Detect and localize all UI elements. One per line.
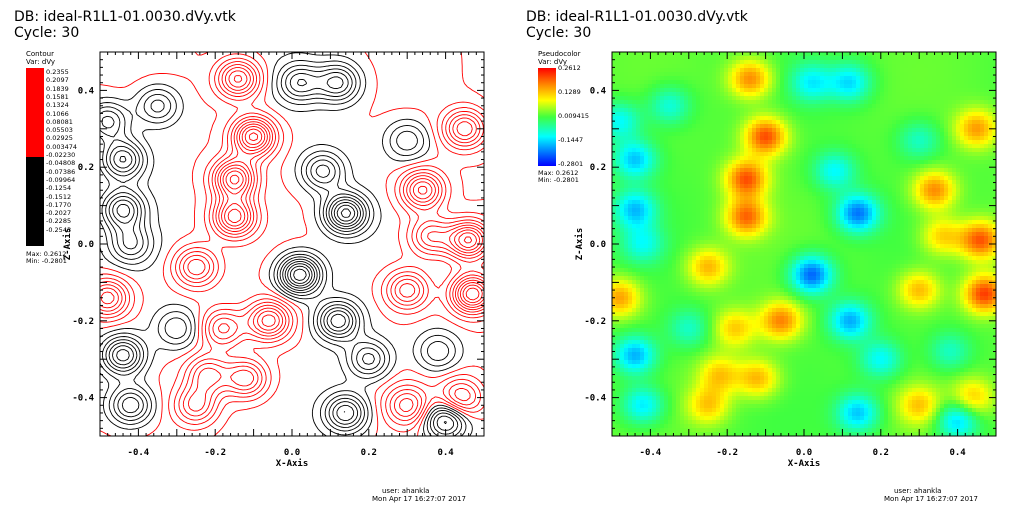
legend-tick-label: 0.05503	[46, 126, 73, 135]
y-tick-label: 0.2	[78, 163, 94, 173]
x-tick-label: 0.4	[437, 448, 454, 458]
y-tick-label: -0.4	[72, 394, 94, 404]
x-tick-label: -0.4	[128, 448, 150, 458]
contour-level	[99, 64, 485, 417]
x-axis-label: X-Axis	[788, 458, 821, 469]
contour-level	[99, 64, 463, 437]
legend-tick-label: 0.009415	[558, 112, 590, 120]
y-tick-label: 0.4	[78, 86, 95, 96]
date-label: Mon Apr 17 16:27:07 2017	[372, 495, 466, 503]
y-axis-label: Z-Axis	[574, 228, 585, 261]
date-label: Mon Apr 17 16:27:07 2017	[884, 495, 978, 503]
x-tick-label: 0.2	[873, 448, 889, 458]
legend-title: Contour	[26, 50, 54, 58]
y-tick-label: -0.2	[72, 317, 94, 327]
legend-tick-label: -0.2801	[558, 160, 584, 168]
x-tick-label: 0.0	[284, 448, 300, 458]
y-tick-label: 0.2	[590, 163, 606, 173]
y-tick-label: 0.0	[590, 240, 606, 250]
contour-level	[99, 51, 485, 437]
contour-panel: DB: ideal-R1L1-01.0030.dVy.vtk Cycle: 30…	[14, 9, 485, 503]
x-tick-label: -0.2	[204, 448, 226, 458]
legend-tick-label: -0.09964	[46, 175, 76, 184]
pseudocolor-legend-bar	[538, 68, 556, 166]
legend-tick-label: -0.2285	[46, 217, 72, 226]
legend-tick-label: -0.02230	[46, 151, 76, 159]
user-label: user: ahankla	[382, 487, 430, 495]
x-tick-label: -0.4	[640, 448, 662, 458]
user-label: user: ahankla	[894, 487, 942, 495]
legend-tick-label: 0.2355	[46, 68, 69, 76]
legend-tick-label: 0.1839	[46, 84, 69, 93]
legend-min: Min: -0.2801	[538, 176, 579, 184]
plot-frame	[611, 51, 997, 437]
x-axis-label: X-Axis	[276, 458, 309, 469]
contour-level	[99, 53, 485, 433]
legend-tick-label: -0.2543	[46, 225, 72, 234]
contour-level	[99, 52, 473, 437]
legend-tick-label: -0.1512	[46, 192, 72, 201]
cycle-label: Cycle: 30	[14, 25, 80, 41]
legend-tick-label: -0.1254	[46, 184, 72, 193]
legend-tick-label: -0.2027	[46, 209, 72, 218]
pseudocolor-axes: -0.4 -0.2 0.0 0.2 0.4 0.4 0.2 0.0 -0.2 -0.4 X-Axis…	[574, 51, 997, 469]
legend-variable: Var: dVy	[538, 58, 568, 66]
legend-tick-label: 0.1066	[46, 109, 69, 118]
legend-tick-label: -0.1770	[46, 200, 72, 209]
x-tick-label: 0.4	[949, 448, 966, 458]
cycle-label: Cycle: 30	[526, 25, 592, 41]
legend-min: Min: -0.2801	[26, 257, 67, 265]
legend-tick-label: 0.02925	[46, 134, 73, 143]
x-tick-label: 0.2	[361, 448, 377, 458]
legend-tick-label: 0.1324	[46, 101, 69, 110]
y-tick-label: 0.4	[590, 86, 607, 96]
contour-level	[112, 76, 447, 425]
legend-tick-label: -0.1447	[558, 136, 584, 144]
contour-level	[229, 132, 480, 301]
contour-level	[289, 204, 356, 284]
legend-tick-label: 0.08081	[46, 117, 73, 126]
pseudocolor-heatmap	[612, 52, 996, 436]
database-title: DB: ideal-R1L1-01.0030.dVy.vtk	[526, 9, 748, 25]
contour-level	[99, 68, 459, 435]
y-axis-label: Z-Axis	[62, 228, 73, 261]
contour-level	[99, 61, 485, 422]
contour-level	[99, 60, 467, 437]
legend-max: Max: 0.2612	[26, 250, 67, 258]
pseudocolor-panel: DB: ideal-R1L1-01.0030.dVy.vtk Cycle: 30…	[512, 0, 1024, 512]
legend-tick-label: 0.2612	[558, 64, 581, 72]
contour-level	[100, 70, 485, 331]
contour-level	[99, 67, 485, 413]
y-tick-label: -0.2	[584, 317, 606, 327]
legend-tick-label: 0.1289	[558, 88, 581, 96]
legend-max: Max: 0.2612	[538, 169, 579, 177]
legend-tick-label: 0.003474	[46, 142, 78, 151]
contour-level	[99, 57, 485, 426]
contour-plot: -0.4 -0.2 0.0 0.2 0.4 0.4 0.2 0.0 -0.2 -0.4 X-Axis…	[62, 51, 485, 469]
x-tick-label: 0.0	[796, 448, 812, 458]
legend-tick-label: 0.2097	[46, 76, 69, 85]
contour-level	[225, 128, 483, 304]
legend-tick-label: 0.1581	[46, 92, 69, 101]
database-title: DB: ideal-R1L1-01.0030.dVy.vtk	[14, 9, 236, 25]
legend-tick-label: -0.07386	[46, 167, 76, 176]
contour-level	[101, 72, 454, 431]
legend-tick-label: -0.04808	[46, 159, 76, 168]
contour-legend-bar	[26, 68, 44, 246]
contour-level	[222, 75, 485, 327]
contour-level	[293, 208, 352, 281]
x-tick-label: -0.2	[716, 448, 738, 458]
y-tick-label: 0.0	[78, 240, 94, 250]
contour-lines	[99, 51, 485, 437]
legend-variable: Var: dVy	[26, 58, 56, 66]
legend-title: Pseudocolor	[538, 50, 581, 58]
y-tick-label: -0.4	[584, 394, 606, 404]
contour-level	[116, 156, 359, 413]
